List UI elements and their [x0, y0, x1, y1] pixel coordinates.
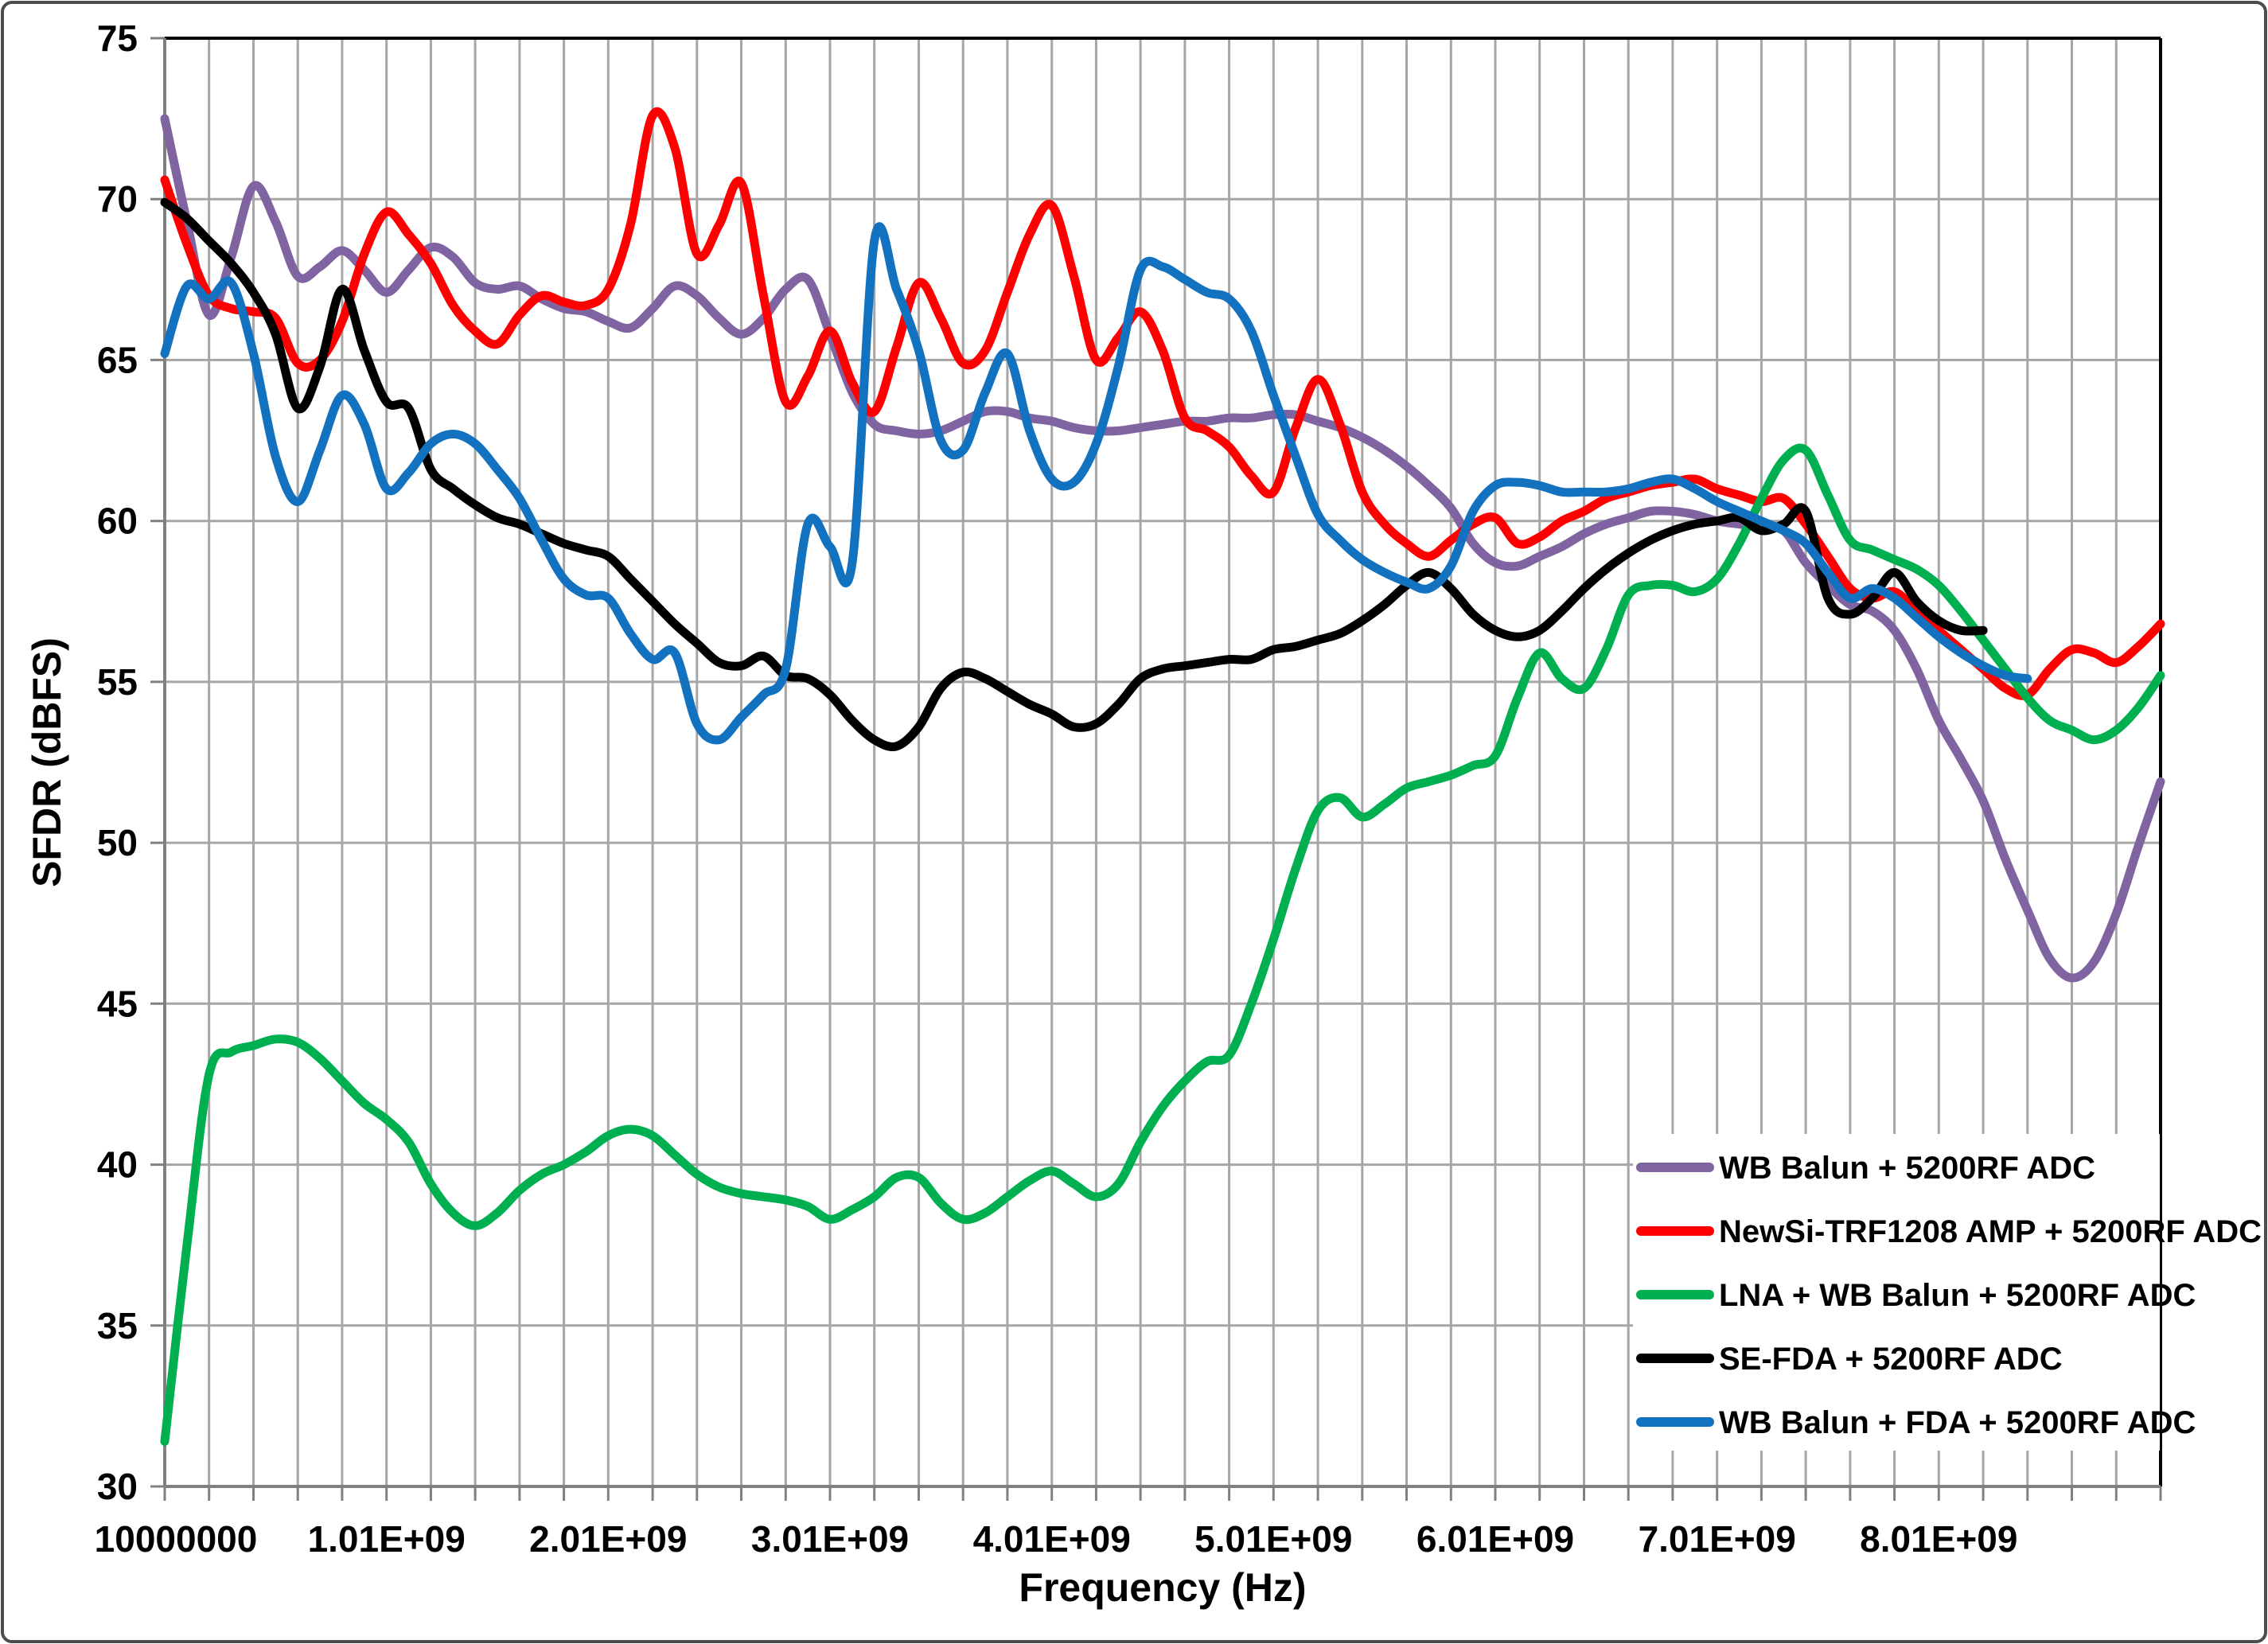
x-tick-label: 8.01E+09 [1860, 1518, 2017, 1560]
x-axis-title: Frequency (Hz) [1019, 1565, 1306, 1610]
y-axis-labels: 30 35 40 45 50 55 60 65 70 75 [97, 18, 138, 1507]
x-tick-label: 3.01E+09 [751, 1518, 909, 1560]
legend-label: SE-FDA + 5200RF ADC [1719, 1342, 2063, 1377]
x-tick-label: 4.01E+09 [973, 1518, 1131, 1560]
x-tick-label: 10000000 [95, 1518, 258, 1560]
x-tick-label: 5.01E+09 [1194, 1518, 1352, 1560]
x-tick-label: 6.01E+09 [1417, 1518, 1574, 1560]
x-tick-label: 2.01E+09 [529, 1518, 687, 1560]
axes [163, 37, 2162, 1488]
series-line-5[interactable] [160, 222, 2032, 745]
series-line-4[interactable] [160, 197, 1988, 751]
legend-item-5[interactable]: WB Balun + FDA + 5200RF ADC [1636, 1405, 2196, 1440]
y-tick-label: 35 [97, 1305, 138, 1346]
series-line-3[interactable] [160, 443, 2165, 1446]
y-tick-label: 45 [97, 983, 138, 1024]
series-line-1[interactable] [160, 114, 2165, 983]
y-axis-title: SFDR (dBFS) [25, 637, 69, 887]
y-tick-label: 65 [97, 339, 138, 380]
y-tick-label: 40 [97, 1144, 138, 1186]
legend-item-2[interactable]: NewSi-TRF1208 AMP + 5200RF ADC [1636, 1214, 2262, 1249]
y-tick-label: 70 [97, 178, 138, 220]
x-axis-labels: 10000000 1.01E+09 2.01E+09 3.01E+09 4.01E+09… [95, 1518, 2018, 1560]
legend-item-1[interactable]: WB Balun + 5200RF ADC [1636, 1151, 2095, 1186]
axis-ticks [150, 37, 2162, 1501]
y-tick-label: 75 [97, 18, 138, 59]
legend-background [1633, 1134, 2160, 1451]
y-tick-label: 30 [97, 1466, 138, 1507]
x-tick-label: 1.01E+09 [308, 1518, 466, 1560]
legend-label: NewSi-TRF1208 AMP + 5200RF ADC [1719, 1214, 2262, 1249]
y-tick-label: 50 [97, 822, 138, 863]
legend[interactable]: WB Balun + 5200RF ADC NewSi-TRF1208 AMP +… [1633, 1134, 2262, 1451]
legend-item-3[interactable]: LNA + WB Balun + 5200RF ADC [1636, 1278, 2196, 1313]
y-tick-label: 60 [97, 501, 138, 542]
series-lines [160, 107, 2165, 1446]
legend-label: LNA + WB Balun + 5200RF ADC [1719, 1278, 2196, 1313]
legend-label: WB Balun + 5200RF ADC [1719, 1151, 2095, 1186]
legend-label: WB Balun + FDA + 5200RF ADC [1719, 1405, 2196, 1440]
legend-item-4[interactable]: SE-FDA + 5200RF ADC [1636, 1342, 2063, 1377]
x-tick-label: 7.01E+09 [1639, 1518, 1796, 1560]
y-tick-label: 55 [97, 661, 138, 703]
